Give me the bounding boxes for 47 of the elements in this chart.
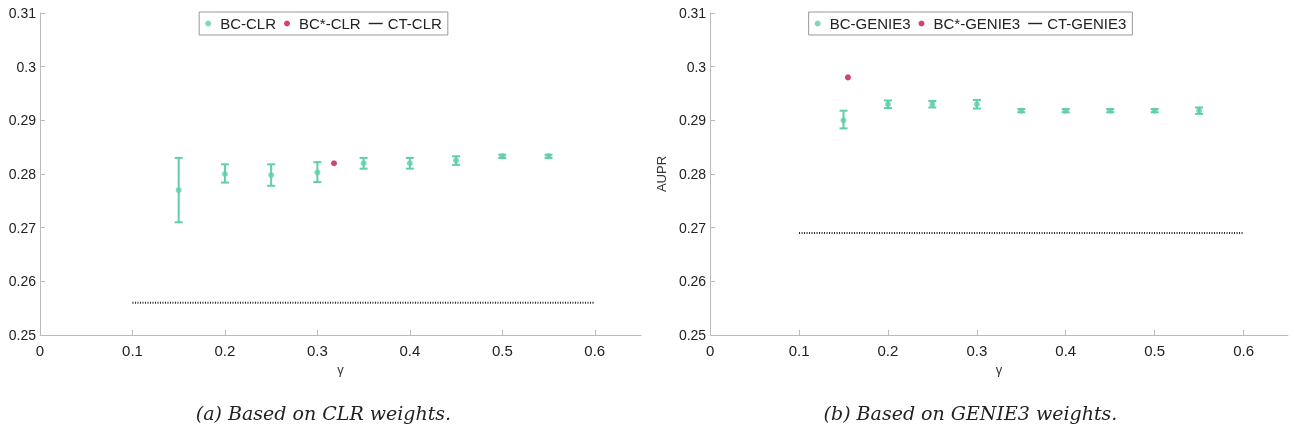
text: (a) Based on CLR weights. (195, 401, 452, 424)
point (844, 74, 851, 81)
point (360, 160, 367, 167)
x-tick-label: 0 (705, 342, 715, 359)
x-tick-label: 0.1 (788, 342, 810, 359)
point (221, 171, 228, 177)
y-tick-label: 0.28 (8, 166, 37, 182)
x-axis-title: γ (337, 361, 345, 377)
y-tick-label: 0.28 (678, 166, 707, 182)
y-tick-label: 0.26 (678, 273, 707, 290)
y-tick-label: 0.26 (8, 273, 37, 290)
x-tick-label: 0.6 (584, 342, 606, 359)
y-tick-label: 0.3 (686, 58, 707, 75)
y-tick-label: 0.27 (678, 219, 707, 236)
y-tick-label: 0.29 (678, 112, 707, 129)
point (331, 160, 338, 167)
legend-label: CT-CLR (387, 15, 443, 32)
x-tick-label: 0.5 (491, 342, 513, 359)
y-tick-label: 0.31 (678, 5, 707, 21)
x-tick-label: 0.2 (877, 342, 899, 359)
y-tick-label: 0.25 (8, 327, 37, 343)
x-tick-label: 0.3 (306, 342, 328, 359)
x-tick-label: 0.4 (1055, 342, 1077, 359)
legend-label: CT-GENIE3 (1047, 15, 1127, 32)
legend-label: BC*-GENIE3 (933, 15, 1021, 32)
legend-label: BC*-CLR (299, 15, 361, 32)
point (314, 169, 321, 176)
x-tick-label: 0.4 (399, 342, 421, 359)
y-tick-label: 0.27 (8, 219, 37, 236)
x-tick-label: 0.1 (122, 342, 143, 359)
x-tick-label: 0.2 (214, 342, 236, 359)
y-axis-title: AUPR (654, 155, 669, 193)
y-tick-label: 0.31 (8, 5, 37, 21)
y-tick-label: 0.3 (16, 58, 37, 75)
point (406, 160, 413, 167)
legend-label: BC-GENIE3 (829, 15, 911, 32)
x-tick-label: 0 (35, 342, 45, 359)
legend-label: BC-CLR (220, 15, 277, 32)
text: (b) Based on GENIE3 weights. (823, 401, 1118, 424)
x-tick-label: 0.5 (1144, 342, 1166, 359)
point (175, 187, 182, 194)
y-tick-label: 0.29 (8, 112, 37, 129)
x-axis-title: γ (995, 361, 1003, 377)
x-tick-label: 0.3 (966, 342, 988, 359)
point (268, 172, 275, 179)
x-tick-label: 0.6 (1233, 342, 1254, 359)
y-tick-label: 0.25 (678, 327, 707, 343)
